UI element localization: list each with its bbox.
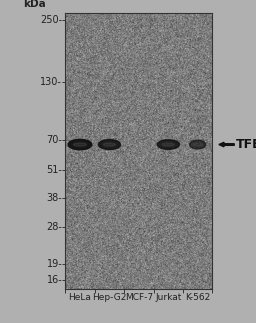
Text: TFEB: TFEB [236,138,256,151]
Text: K-562: K-562 [185,293,210,302]
Text: 70-: 70- [46,135,62,145]
Text: HeLa: HeLa [69,293,91,302]
Text: Hep-G2: Hep-G2 [92,293,127,302]
Ellipse shape [193,143,202,146]
Ellipse shape [68,139,92,150]
Text: MCF-7: MCF-7 [125,293,153,302]
Text: 19-: 19- [46,258,62,268]
Text: 28-: 28- [46,222,62,232]
Text: Jurkat: Jurkat [155,293,182,302]
Text: 250-: 250- [40,15,62,25]
Ellipse shape [190,140,206,149]
Text: kDa: kDa [23,0,46,9]
Ellipse shape [157,140,179,149]
Text: 130-: 130- [40,77,62,87]
Ellipse shape [103,143,115,146]
Ellipse shape [73,143,87,146]
Text: 16-: 16- [46,275,62,285]
Text: 51-: 51- [46,165,62,175]
Ellipse shape [98,140,121,150]
Ellipse shape [162,143,174,146]
Text: 38-: 38- [46,193,62,203]
